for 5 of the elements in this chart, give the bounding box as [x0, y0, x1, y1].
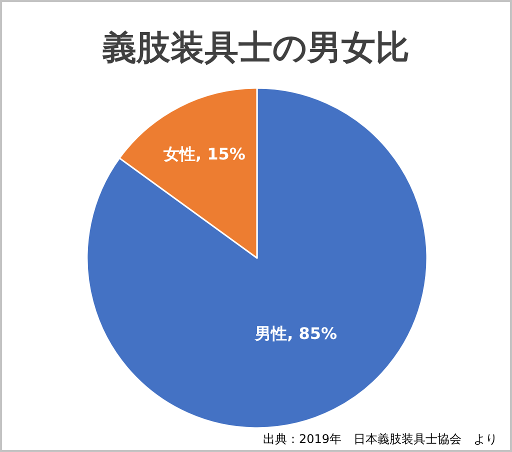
slice-label: 男性, 85% — [254, 324, 338, 344]
pie-slice — [86, 87, 428, 429]
chart-title: 義肢装具士の男女比 — [102, 28, 410, 68]
source-note: 出典：2019年 日本義肢装具士協会 より — [263, 432, 498, 446]
slice-label: 女性, 15% — [162, 144, 246, 164]
